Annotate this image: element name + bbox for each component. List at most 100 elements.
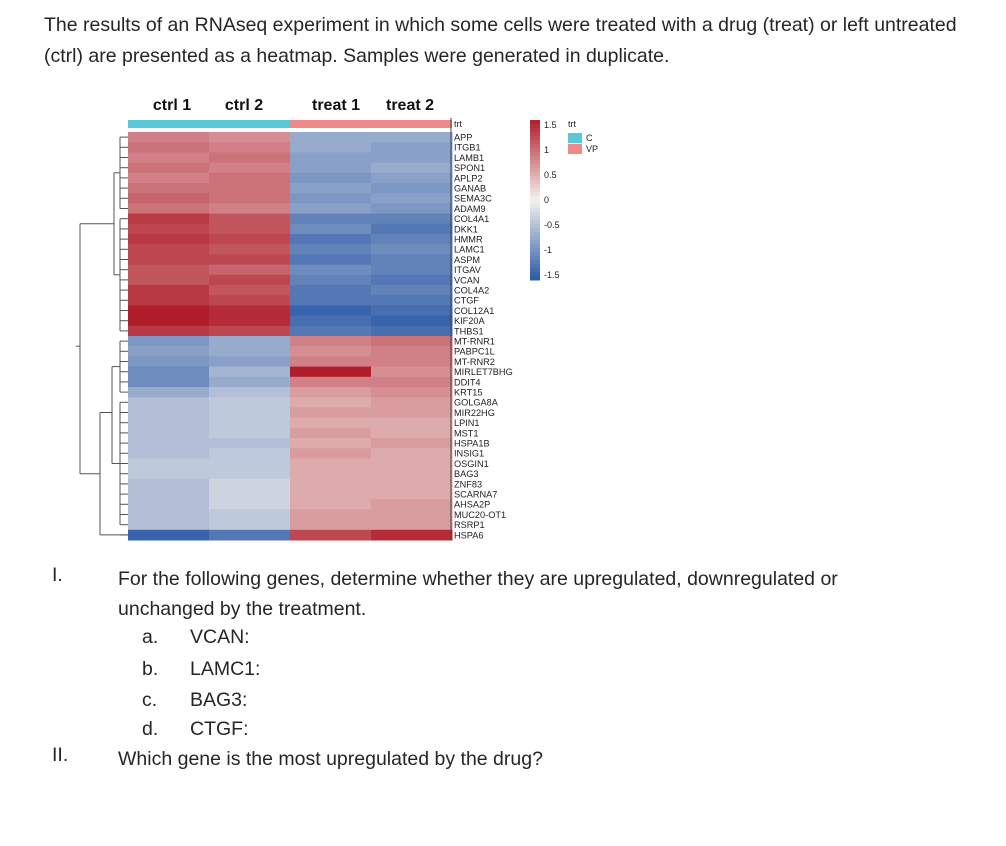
color-scale-segment: [530, 184, 540, 189]
heatmap-cell: [371, 244, 453, 255]
heatmap-cell: [209, 417, 291, 429]
heatmap-cell: [290, 223, 372, 235]
heatmap-cell: [209, 234, 291, 245]
gene-label: SPON1: [454, 163, 485, 173]
color-scale-segment: [530, 152, 540, 157]
color-scale-tick-label: 1: [544, 145, 549, 155]
color-scale-segment: [530, 220, 540, 225]
heatmap-cell: [209, 509, 291, 521]
color-scale-segment: [530, 192, 540, 197]
color-scale-segment: [530, 264, 540, 269]
heatmap-cell: [209, 254, 291, 266]
intro-paragraph: The results of an RNAseq experiment in w…: [44, 14, 957, 67]
heatmap-cell: [209, 438, 291, 449]
item-gene: BAG3:: [190, 689, 248, 711]
heatmap-cell: [290, 438, 372, 449]
heatmap-cell: [290, 152, 372, 164]
gene-label: COL4A1: [454, 214, 489, 224]
gene-label: RSRP1: [454, 520, 485, 530]
heatmap-cell: [128, 274, 210, 286]
gene-label: MT-RNR1: [454, 337, 495, 347]
heatmap-cell: [209, 346, 291, 357]
heatmap-cell: [371, 305, 453, 317]
heatmap-cell: [371, 336, 453, 347]
heatmap-cell: [209, 213, 291, 225]
heatmap-cell: [371, 285, 453, 296]
heatmap-cell: [209, 305, 291, 317]
gene-label: ADAM9: [454, 204, 486, 214]
color-scale-segment: [530, 228, 540, 233]
heatmap-cell: [128, 295, 210, 306]
column-header: treat 2: [386, 97, 434, 114]
heatmap-cell: [128, 152, 210, 164]
gene-label: SEMA3C: [454, 194, 492, 204]
heatmap-cell: [128, 529, 210, 541]
heatmap-cell: [209, 285, 291, 296]
item-gene: CTGF:: [190, 718, 249, 740]
heatmap-cell: [128, 346, 210, 357]
heatmap-cell: [371, 438, 453, 449]
color-scale-segment: [530, 128, 540, 133]
heatmap-cell: [290, 509, 372, 521]
color-scale-segment: [530, 208, 540, 213]
heatmap-cell: [128, 366, 210, 378]
color-scale-segment: [530, 240, 540, 245]
color-scale-segment: [530, 212, 540, 217]
heatmap-cell: [290, 519, 372, 531]
gene-label: MUC20-OT1: [454, 510, 506, 520]
color-scale-segment: [530, 268, 540, 273]
heatmap-cell: [209, 132, 291, 143]
heatmap-cell: [371, 172, 453, 184]
heatmap-cell: [128, 254, 210, 266]
heatmap-cell: [128, 213, 210, 225]
color-scale-segment: [530, 180, 540, 185]
gene-label: LAMB1: [454, 153, 484, 163]
heatmap-cell: [290, 234, 372, 245]
gene-label: PABPC1L: [454, 347, 495, 357]
heatmap-cell: [128, 183, 210, 194]
heatmap-cell: [128, 264, 210, 276]
heatmap-cell: [371, 397, 453, 408]
heatmap-cell: [128, 478, 210, 490]
annotation-row-label: trt: [454, 119, 462, 129]
column-header: ctrl 1: [153, 97, 191, 114]
gene-label: GANAB: [454, 184, 486, 194]
gene-label: HSPA1B: [454, 439, 490, 449]
heatmap-cell: [290, 336, 372, 347]
heatmap-cell: [371, 376, 453, 388]
heatmap-cell: [290, 499, 372, 510]
heatmap-cell: [290, 397, 372, 408]
heatmap-cell: [290, 203, 372, 215]
annotation-cell: [290, 120, 371, 128]
color-scale-tick-label: -1.5: [544, 270, 560, 280]
gene-label: APP: [454, 133, 472, 143]
column-header: treat 1: [312, 97, 360, 114]
heatmap-cell: [290, 295, 372, 306]
color-scale-segment: [530, 168, 540, 173]
heatmap-cell: [209, 427, 291, 439]
heatmap-cell: [128, 193, 210, 204]
heatmap-cell: [290, 213, 372, 225]
color-scale-segment: [530, 204, 540, 209]
heatmap-cell: [290, 427, 372, 439]
gene-label: AHSA2P: [454, 500, 490, 510]
heatmap-cell: [128, 132, 210, 143]
color-scale-segment: [530, 276, 540, 281]
color-scale-segment: [530, 164, 540, 169]
item-gene: VCAN:: [190, 626, 250, 648]
heatmap-cell: [371, 458, 453, 470]
heatmap-cell: [209, 274, 291, 286]
color-scale-segment: [530, 188, 540, 193]
heatmap-cell: [371, 448, 453, 459]
color-scale-segment: [530, 144, 540, 149]
color-scale-segment: [530, 200, 540, 205]
question-2-number: II.: [52, 744, 69, 766]
heatmap-cell: [128, 417, 210, 429]
color-scale-segment: [530, 244, 540, 249]
color-scale-segment: [530, 148, 540, 153]
heatmap-cell: [371, 254, 453, 266]
heatmap-cell: [209, 468, 291, 480]
heatmap-cell: [209, 387, 291, 398]
color-scale-segment: [530, 248, 540, 253]
heatmap-cell: [128, 244, 210, 255]
